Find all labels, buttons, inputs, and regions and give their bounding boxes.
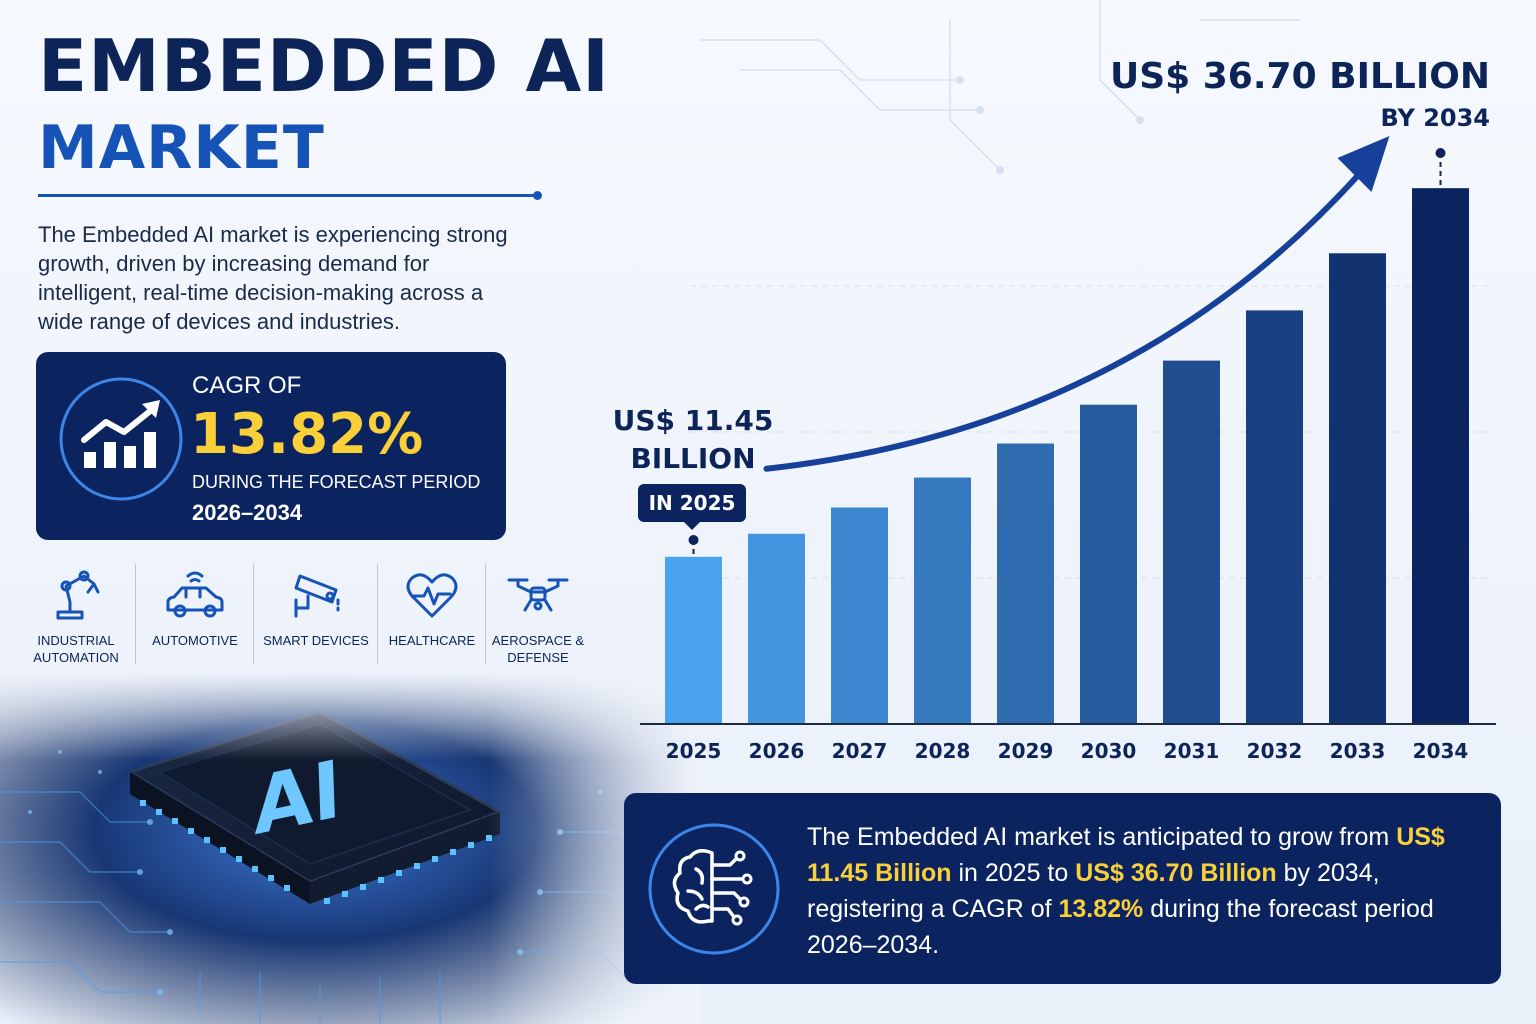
x-tick-label: 2032	[1247, 739, 1303, 763]
bar-2034	[1412, 188, 1469, 724]
x-tick-label: 2033	[1330, 739, 1386, 763]
industry-label: AEROSPACE & DEFENSE	[491, 633, 585, 665]
growth-chart-icon	[59, 377, 183, 501]
page-title: EMBEDDED AI	[38, 24, 610, 108]
cagr-period: 2026–2034	[192, 500, 303, 525]
bar-2027	[831, 507, 888, 724]
industry-smart-devices: SMART DEVICES	[256, 562, 376, 672]
robot-arm-icon	[56, 570, 100, 620]
summary-panel: The Embedded AI market is anticipated to…	[624, 793, 1501, 984]
x-tick-label: 2025	[666, 739, 722, 763]
connected-car-icon	[166, 571, 224, 618]
industry-aerospace-defense: AEROSPACE & DEFENSE	[488, 562, 588, 672]
bar-chart-canvas: 2025 2026 2027 2028 2029 2030 2031 2032 2033 2034	[640, 136, 1496, 763]
industry-label: SMART DEVICES	[263, 633, 369, 648]
growth-trend-arrow	[763, 173, 1361, 472]
bar-2029	[997, 443, 1054, 724]
x-tick-label: 2026	[749, 739, 805, 763]
cagr-panel: CAGR OF 13.82% DURING THE FORECAST PERIO…	[36, 352, 506, 540]
x-tick-label: 2028	[915, 739, 971, 763]
end-leader-dot	[1435, 148, 1446, 158]
growth-trend-arrowhead	[1337, 136, 1390, 192]
divider	[485, 564, 486, 664]
end-value-callout: US$ 36.70 BILLION	[1110, 56, 1490, 97]
start-value-callout: US$ 11.45 BILLION	[612, 404, 774, 475]
industry-automotive: AUTOMOTIVE	[138, 562, 252, 672]
bar-2033	[1329, 253, 1386, 724]
start-year-tag: IN 2025	[638, 484, 746, 530]
summary-cagr-value: 13.82%	[1058, 895, 1144, 923]
start-leader-dot	[688, 535, 699, 545]
security-camera-icon	[294, 574, 340, 618]
summary-end-value: US$ 36.70 Billion	[1075, 859, 1277, 887]
ai-chip-illustration: AI	[0, 672, 700, 1024]
x-tick-label: 2034	[1413, 739, 1469, 763]
bar-2032	[1246, 310, 1303, 724]
bar-2030	[1080, 404, 1137, 724]
cagr-value: 13.82%	[190, 402, 424, 467]
x-tick-label: 2029	[998, 739, 1054, 763]
summary-start-value: US$ 11.45 Billion	[807, 823, 1445, 887]
divider	[253, 564, 254, 664]
bar-2028	[914, 477, 971, 724]
market-size-bar-chart: 2025 2026 2027 2028 2029 2030 2031 2032 2033 2034	[620, 40, 1520, 780]
industry-icons-row: INDUSTRIAL AUTOMATION AUTOMOTIVE SMART DE…	[18, 562, 608, 672]
industry-industrial-automation: INDUSTRIAL AUTOMATION	[18, 562, 134, 672]
x-tick-label: 2030	[1081, 739, 1137, 763]
summary-text: The Embedded AI market is anticipated to…	[807, 823, 1445, 959]
x-tick-label: 2027	[832, 739, 888, 763]
bar-2025	[665, 556, 722, 724]
bar-2031	[1163, 360, 1220, 724]
intro-paragraph: The Embedded AI market is experiencing s…	[38, 222, 508, 334]
x-tick-label: 2031	[1164, 739, 1220, 763]
title-underline	[38, 191, 542, 200]
end-year-callout: BY 2034	[1380, 104, 1490, 132]
industry-label: AUTOMOTIVE	[152, 633, 238, 648]
divider	[135, 564, 136, 664]
cagr-label: CAGR OF	[192, 372, 302, 399]
bar-2026	[748, 533, 805, 724]
drone-icon	[507, 578, 569, 612]
industry-label: INDUSTRIAL AUTOMATION	[33, 633, 119, 665]
brain-circuit-icon	[648, 823, 780, 955]
divider	[377, 564, 378, 664]
page-subtitle: MARKET	[38, 113, 325, 183]
heart-pulse-icon	[406, 573, 458, 618]
industry-label: HEALTHCARE	[388, 633, 476, 648]
industry-healthcare: HEALTHCARE	[380, 562, 484, 672]
cagr-note: DURING THE FORECAST PERIOD	[192, 472, 481, 492]
